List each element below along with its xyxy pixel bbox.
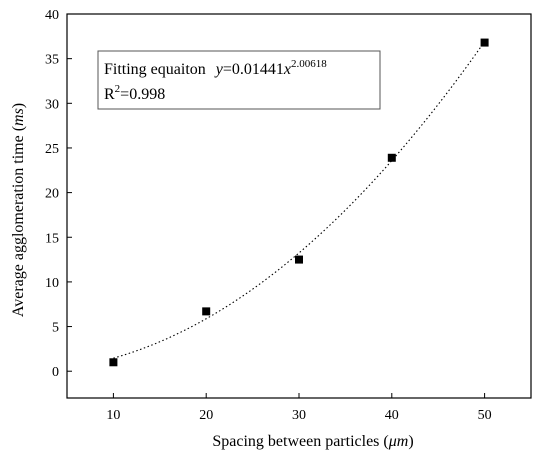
x-tick-label: 30 bbox=[292, 408, 306, 423]
r-squared-label: R2=0.998 bbox=[104, 83, 165, 103]
x-tick-label: 10 bbox=[106, 408, 120, 423]
y-tick-label: 30 bbox=[45, 97, 59, 112]
data-point bbox=[480, 38, 489, 47]
data-point bbox=[202, 307, 211, 316]
x-axis-title: Spacing between particles (μm) bbox=[212, 433, 413, 450]
y-tick-label: 20 bbox=[45, 187, 59, 202]
data-point bbox=[109, 358, 118, 367]
y-tick-label: 25 bbox=[45, 142, 59, 157]
x-tick-label: 50 bbox=[478, 408, 492, 423]
data-point bbox=[387, 153, 396, 162]
y-axis-title: Average agglomeration time (ms) bbox=[10, 103, 27, 317]
y-tick-label: 15 bbox=[45, 231, 59, 246]
data-points bbox=[109, 38, 489, 367]
y-tick-label: 35 bbox=[45, 53, 59, 68]
x-tick-label: 40 bbox=[385, 408, 399, 423]
y-tick-label: 5 bbox=[52, 321, 59, 336]
axis-ticks: 10 20 30 40 50 0 5 10 15 20 25 30 35 40 bbox=[45, 8, 492, 423]
fit-annotation-box: Fitting equaiton y=0.01441x2.00618 R2=0.9… bbox=[97, 50, 381, 110]
y-tick-label: 40 bbox=[45, 8, 59, 23]
y-tick-label: 10 bbox=[45, 276, 59, 291]
y-tick-label: 0 bbox=[52, 365, 59, 380]
x-tick-label: 20 bbox=[199, 408, 213, 423]
data-point bbox=[295, 255, 303, 264]
fit-equation-label: Fitting equaiton y=0.01441x2.00618 bbox=[104, 58, 327, 78]
